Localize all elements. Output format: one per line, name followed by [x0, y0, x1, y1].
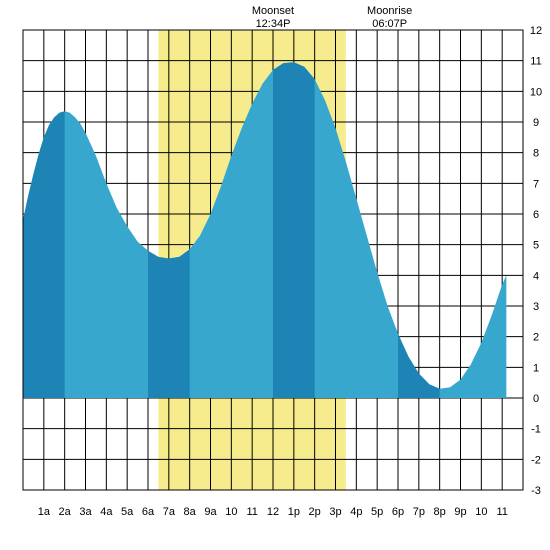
- annotation-time: 06:07P: [372, 18, 407, 30]
- x-axis-label: 3a: [79, 506, 92, 518]
- y-axis-label: 10: [530, 86, 542, 98]
- x-axis-label: 12: [267, 506, 279, 518]
- y-axis-label: 4: [533, 270, 539, 282]
- y-axis-label: 2: [533, 332, 539, 344]
- x-axis-label: 9a: [204, 506, 217, 518]
- x-axis-label: 10: [225, 506, 237, 518]
- y-axis-label: 3: [533, 301, 539, 313]
- annotation-label: Moonset: [252, 5, 294, 17]
- y-axis-label: 5: [533, 240, 539, 252]
- x-axis-label: 8a: [184, 506, 197, 518]
- y-axis-label: 0: [533, 393, 539, 405]
- y-axis-label: 6: [533, 209, 539, 221]
- y-axis-label: 7: [533, 178, 539, 190]
- y-axis-label: 8: [533, 148, 539, 160]
- x-axis-label: 6a: [142, 506, 155, 518]
- x-axis-label: 1p: [288, 506, 300, 518]
- x-axis-label: 11: [496, 506, 507, 518]
- x-axis-label: 2a: [59, 506, 72, 518]
- y-axis-label: 9: [533, 117, 539, 129]
- x-axis-label: 11: [246, 506, 257, 518]
- y-axis-label: 1: [533, 362, 539, 374]
- chart-svg: 1a2a3a4a5a6a7a8a9a1011121p2p3p4p5p6p7p8p…: [0, 0, 550, 550]
- annotation-label: Moonrise: [367, 5, 412, 17]
- y-axis-label: 12: [530, 25, 542, 37]
- y-axis-label: -1: [531, 424, 541, 436]
- x-axis-label: 7a: [163, 506, 176, 518]
- x-axis-label: 5a: [121, 506, 134, 518]
- x-axis-label: 4a: [100, 506, 113, 518]
- x-axis-label: 4p: [350, 506, 362, 518]
- x-axis-label: 10: [475, 506, 487, 518]
- annotation-time: 12:34P: [256, 18, 291, 30]
- y-axis-label: -3: [531, 485, 541, 497]
- y-axis-label: -2: [531, 454, 541, 466]
- x-axis-label: 3p: [329, 506, 341, 518]
- x-axis-label: 1a: [38, 506, 51, 518]
- x-axis-label: 9p: [454, 506, 466, 518]
- y-axis-label: 11: [530, 56, 541, 68]
- x-axis-label: 2p: [309, 506, 321, 518]
- x-axis-label: 8p: [434, 506, 446, 518]
- x-axis-label: 6p: [392, 506, 404, 518]
- x-axis-label: 5p: [371, 506, 383, 518]
- tide-chart: 1a2a3a4a5a6a7a8a9a1011121p2p3p4p5p6p7p8p…: [0, 0, 550, 550]
- x-axis-label: 7p: [413, 506, 425, 518]
